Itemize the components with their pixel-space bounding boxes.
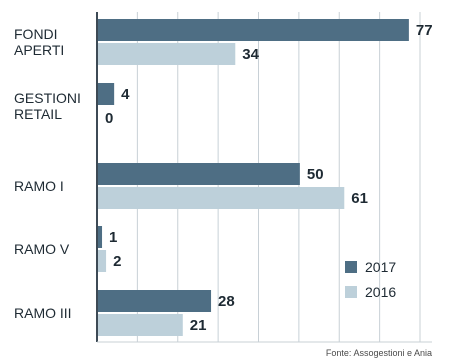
bar-2016-0 bbox=[98, 43, 236, 65]
value-label: 28 bbox=[218, 293, 235, 310]
value-label: 4 bbox=[121, 86, 130, 103]
value-label: 61 bbox=[351, 190, 368, 207]
value-label: 1 bbox=[109, 229, 117, 246]
bar-2017-0 bbox=[98, 19, 409, 41]
bars bbox=[98, 19, 409, 336]
bar-2017-2 bbox=[98, 163, 300, 185]
bar-2017-1 bbox=[98, 83, 115, 105]
value-label: 21 bbox=[190, 317, 207, 334]
legend-label: 2016 bbox=[365, 284, 396, 300]
value-label: 77 bbox=[416, 22, 433, 39]
labels: 77 34 FONDI APERTI 40 GESTIONI RETAIL 50 61 RAMO … bbox=[14, 22, 433, 334]
bar-2016-2 bbox=[98, 187, 345, 209]
legend: 2017 2016 bbox=[345, 259, 396, 300]
bar-2017-3 bbox=[98, 226, 103, 248]
legend-swatch-2016 bbox=[345, 286, 357, 298]
legend-swatch-2017 bbox=[345, 261, 357, 273]
bar-2016-3 bbox=[98, 250, 107, 272]
legend-label: 2017 bbox=[365, 259, 396, 275]
category-label: RAMO I bbox=[14, 178, 64, 194]
value-label: 50 bbox=[307, 166, 324, 183]
category-label: RAMO III bbox=[14, 305, 72, 321]
source-note: Fonte: Assogestioni e Ania bbox=[326, 348, 432, 358]
bar-2017-4 bbox=[98, 290, 212, 312]
value-label: 0 bbox=[105, 110, 113, 127]
value-label: 2 bbox=[113, 253, 121, 270]
category-label: GESTIONI RETAIL bbox=[14, 90, 81, 122]
bar-2016-4 bbox=[98, 314, 183, 336]
category-label: RAMO V bbox=[14, 241, 70, 257]
value-label: 34 bbox=[242, 46, 259, 63]
category-label: FONDI APERTI bbox=[14, 26, 64, 58]
